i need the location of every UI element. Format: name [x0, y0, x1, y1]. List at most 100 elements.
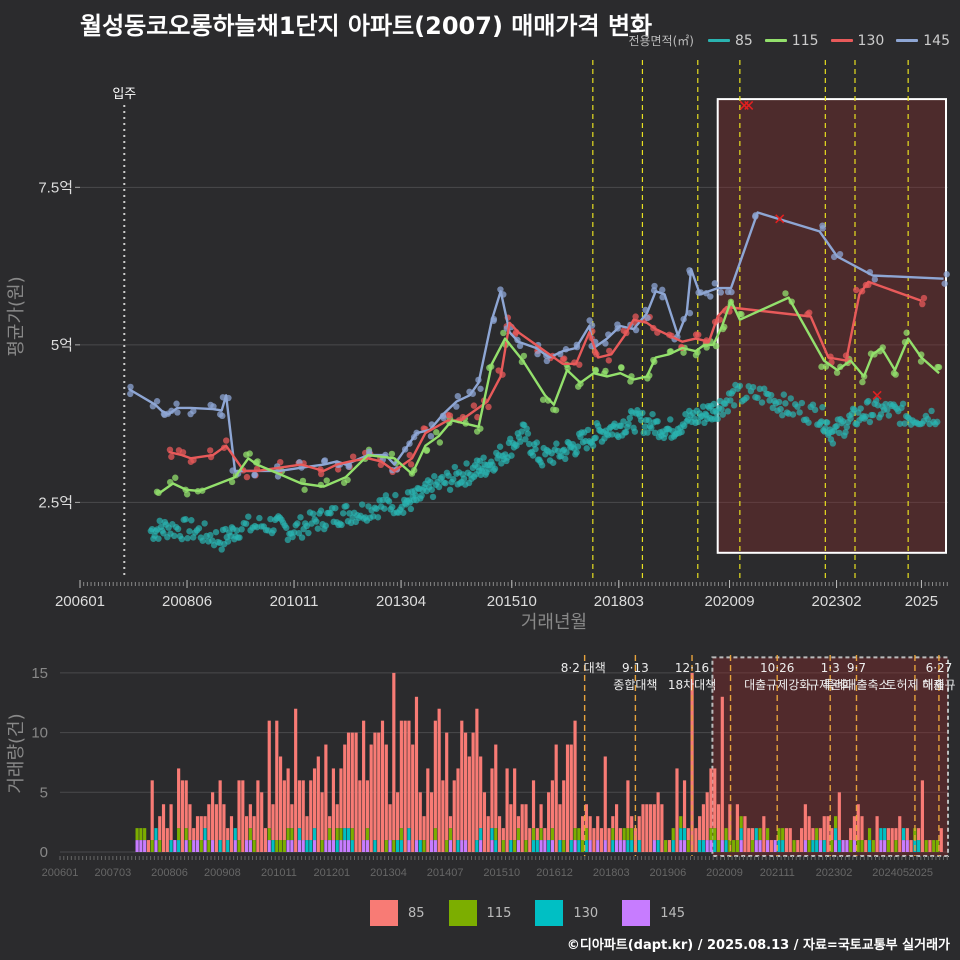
policy-label-0-0: 8·2 대책: [561, 660, 606, 675]
bar-115: [611, 828, 615, 841]
bar-85: [592, 828, 596, 852]
point-145: [173, 400, 180, 407]
point-85: [928, 407, 935, 415]
bar-145: [879, 840, 883, 852]
point-85: [178, 535, 186, 543]
bar-115: [792, 840, 796, 852]
bar-85: [694, 828, 698, 852]
bar-145: [490, 840, 494, 852]
point-85: [379, 496, 386, 504]
bar-85: [547, 792, 551, 841]
bar-85: [596, 816, 600, 841]
point-85: [857, 405, 864, 412]
bottom-legend-box-130: [535, 900, 564, 926]
bar-85: [490, 768, 494, 829]
bar-x-tick-label-5: 201201: [313, 867, 350, 879]
bar-115: [524, 840, 528, 852]
bar-85: [260, 792, 264, 852]
bar-130: [456, 840, 460, 852]
bar-85: [709, 768, 713, 829]
bar-130: [407, 828, 411, 841]
bar-85: [890, 828, 894, 852]
point-85: [823, 419, 831, 426]
point-115: [602, 367, 609, 375]
point-130: [632, 313, 639, 320]
bar-115: [735, 840, 739, 852]
point-85: [884, 406, 891, 413]
bar-85: [158, 816, 162, 841]
point-85: [188, 517, 195, 524]
point-115: [618, 364, 625, 371]
point-145: [217, 411, 224, 418]
bar-85: [422, 816, 426, 841]
bar-115: [384, 840, 388, 852]
point-145: [174, 409, 181, 416]
policy-label-1-1: 종합대책: [613, 677, 657, 692]
point-85: [934, 418, 941, 426]
point-85: [174, 525, 182, 533]
bar-115: [252, 840, 256, 852]
bar-85: [297, 780, 302, 829]
point-85: [532, 445, 539, 453]
point-85: [446, 486, 454, 493]
bar-115: [671, 828, 675, 841]
point-85: [835, 429, 843, 437]
x-tick-label-4: 201510: [487, 593, 537, 610]
bottom-legend-item-85: 85: [370, 900, 425, 926]
point-85: [389, 503, 396, 511]
bar-145: [652, 840, 656, 852]
point-85: [789, 411, 797, 418]
point-145: [127, 383, 134, 391]
point-85: [427, 478, 434, 486]
bottom-legend-box-145: [622, 900, 651, 926]
bar-85: [509, 804, 513, 841]
point-115: [692, 351, 700, 359]
point-85: [667, 416, 674, 423]
policy-label-3-1: 대출규제강화: [744, 678, 810, 692]
bottom-legend-label-145: 145: [660, 905, 686, 921]
bar-130: [611, 840, 615, 852]
bar-x-tick-label-10: 201803: [593, 867, 630, 879]
bar-x-tick-label-11: 201906: [649, 867, 686, 879]
bar-115: [350, 828, 354, 841]
bar-85: [161, 804, 166, 852]
bar-85: [354, 732, 358, 852]
bar-85: [188, 804, 192, 841]
bar-145: [173, 840, 177, 852]
bar-145: [362, 840, 366, 852]
bar-85: [226, 828, 230, 841]
bar-115: [830, 840, 834, 852]
bar-85: [471, 732, 475, 852]
bottom-legend: 85 115 130 145: [370, 900, 699, 926]
point-130: [349, 453, 357, 460]
bar-115: [871, 840, 875, 852]
bar-130: [343, 828, 347, 841]
bar-115: [679, 816, 683, 829]
bar-130: [177, 840, 181, 852]
point-85: [847, 415, 854, 422]
legend-label-85: 85: [734, 32, 753, 49]
bar-130: [396, 840, 400, 852]
bar-85: [743, 816, 747, 852]
point-85: [651, 429, 659, 437]
bar-145: [622, 840, 626, 852]
bar-85: [520, 804, 524, 852]
legend-item-85: 85: [707, 32, 753, 49]
bar-85: [513, 768, 517, 841]
point-145: [943, 271, 950, 278]
policy-label-1-0: 9·13: [622, 661, 649, 675]
bar-130: [867, 840, 872, 852]
line-series-115: [159, 296, 940, 494]
bar-85: [286, 768, 290, 829]
bar-85: [603, 756, 607, 841]
bar-145: [448, 840, 453, 852]
bar-145: [516, 840, 521, 852]
point-85: [195, 525, 203, 532]
bar-130: [713, 840, 717, 852]
point-85: [754, 394, 761, 402]
policy-label-2-0: 12·16: [675, 661, 709, 675]
point-85: [317, 507, 325, 514]
bar-130: [698, 840, 702, 852]
point-85: [787, 395, 794, 402]
